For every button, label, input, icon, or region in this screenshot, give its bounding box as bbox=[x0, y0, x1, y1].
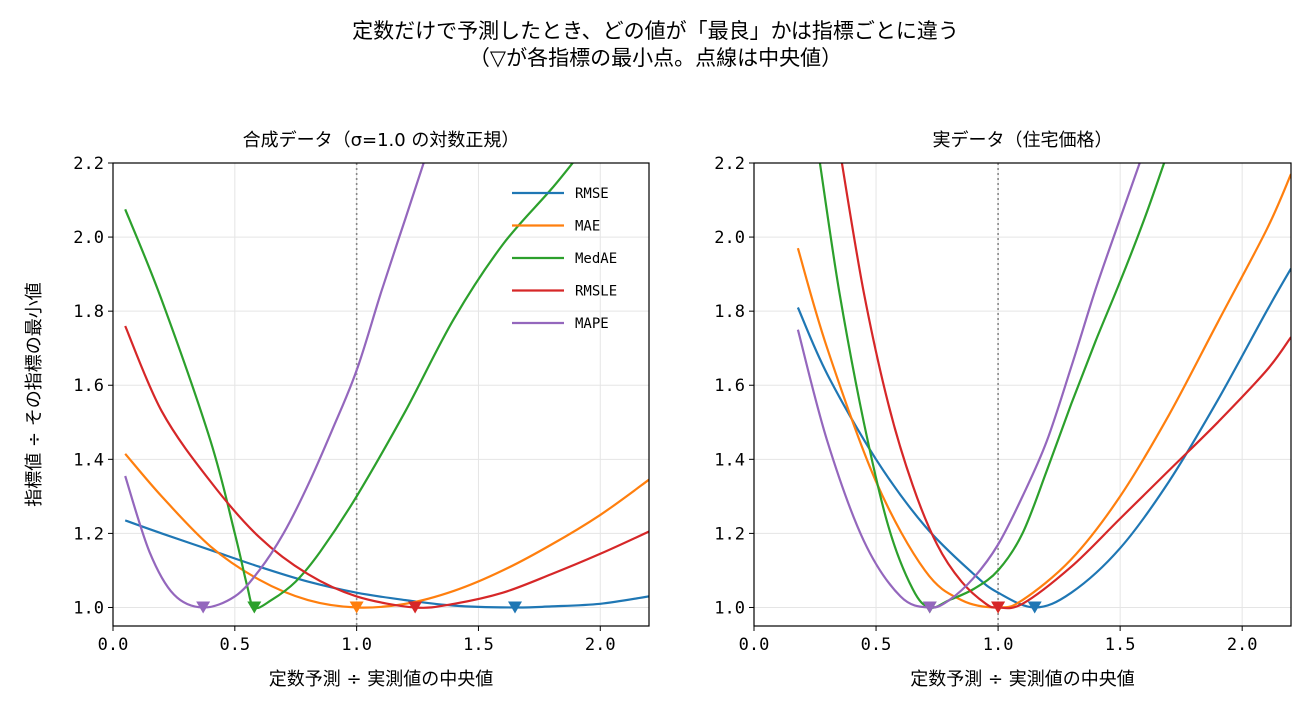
right-ytick-label-2: 1.4 bbox=[714, 450, 745, 470]
left-ytick-label-1: 1.2 bbox=[73, 524, 104, 544]
left-panel-title: 合成データ（σ=1.0 の対数正規） bbox=[243, 130, 520, 151]
left-xtick-label-3: 1.5 bbox=[463, 635, 494, 655]
left-series-rmsle bbox=[124, 325, 649, 609]
right-axes-frame bbox=[753, 162, 1292, 627]
left-xtick-label-4: 2.0 bbox=[585, 635, 616, 655]
right-min-marker-rmsle bbox=[991, 601, 1006, 614]
legend-label-rmsle: RMSLE bbox=[575, 284, 617, 300]
left-ytick-label-3: 1.6 bbox=[73, 376, 104, 396]
left-series-rmse bbox=[124, 519, 649, 609]
left-axes-frame bbox=[112, 162, 650, 627]
right-ytick-label-6: 2.2 bbox=[714, 154, 745, 174]
right-xtick-label-1: 0.5 bbox=[861, 635, 892, 655]
left-min-marker-mape bbox=[196, 601, 211, 614]
legend-label-mape: MAPE bbox=[575, 316, 609, 332]
left-min-marker-rmse bbox=[508, 601, 522, 614]
left-ytick-label-6: 2.2 bbox=[73, 154, 104, 174]
left-series-medae bbox=[124, 163, 575, 610]
right-xtick-label-3: 1.5 bbox=[1105, 635, 1136, 655]
figure-title-line2: （▽が各指標の最小点。点線は中央値） bbox=[468, 46, 843, 70]
right-ytick-label-1: 1.2 bbox=[714, 524, 745, 544]
right-xtick-label-4: 2.0 bbox=[1227, 635, 1258, 655]
left-min-marker-mae bbox=[349, 601, 364, 614]
left-series-mape bbox=[124, 163, 425, 609]
right-panel-title: 実データ（住宅価格） bbox=[933, 130, 1113, 151]
panel-synthetic: 0.0 0.5 1.0 1.5 2.0 1.0 1.2 1.4 1.6 1.8 2.0 2.2 合成デー… bbox=[24, 130, 650, 690]
left-ytick-label-4: 1.8 bbox=[73, 302, 104, 322]
left-series-group bbox=[124, 163, 649, 610]
right-x-axis-label: 定数予測 ÷ 実測値の中央値 bbox=[910, 669, 1135, 690]
panel-real: 0.0 0.5 1.0 1.5 2.0 1.0 1.2 1.4 1.6 1.8 2.0 2.2 実データ… bbox=[714, 130, 1292, 690]
figure-title-line1: 定数だけで予測したとき、どの値が「最良」かは指標ごとに違う bbox=[352, 19, 959, 43]
left-ytick-label-5: 2.0 bbox=[73, 228, 104, 248]
left-y-axis-label: 指標値 ÷ その指標の最小値 bbox=[24, 282, 45, 507]
left-min-marker-medae bbox=[247, 601, 262, 614]
right-ytick-label-5: 2.0 bbox=[714, 228, 745, 248]
legend-label-mae: MAE bbox=[575, 219, 600, 235]
left-ytick-label-0: 1.0 bbox=[73, 598, 104, 618]
right-ytick-label-0: 1.0 bbox=[714, 598, 745, 618]
right-xtick-label-2: 1.0 bbox=[983, 635, 1014, 655]
right-min-marker-rmse bbox=[1027, 601, 1042, 614]
legend-label-rmse: RMSE bbox=[575, 186, 609, 202]
right-ytick-label-4: 1.8 bbox=[714, 302, 745, 322]
left-x-axis-label: 定数予測 ÷ 実測値の中央値 bbox=[269, 669, 494, 690]
right-min-marker-mape bbox=[922, 601, 937, 614]
left-xtick-label-2: 1.0 bbox=[341, 635, 372, 655]
right-series-mape bbox=[796, 163, 1141, 609]
figure-title: 定数だけで予測したとき、どの値が「最良」かは指標ごとに違う （▽が各指標の最小点… bbox=[0, 18, 1311, 72]
legend-label-medae: MedAE bbox=[575, 251, 617, 267]
right-xtick-label-0: 0.0 bbox=[739, 635, 770, 655]
right-series-medae bbox=[818, 163, 1166, 609]
left-min-marker-rmsle bbox=[408, 601, 423, 614]
left-series-mae bbox=[124, 453, 649, 609]
right-series-rmsle bbox=[840, 163, 1291, 610]
right-ytick-label-3: 1.6 bbox=[714, 376, 745, 396]
left-xtick-label-0: 0.0 bbox=[98, 635, 129, 655]
right-series-mae bbox=[796, 173, 1291, 609]
left-ytick-label-2: 1.4 bbox=[73, 450, 104, 470]
left-xtick-label-1: 0.5 bbox=[219, 635, 250, 655]
left-legend: RMSE MAE MedAE RMSLE MAPE bbox=[512, 186, 617, 332]
